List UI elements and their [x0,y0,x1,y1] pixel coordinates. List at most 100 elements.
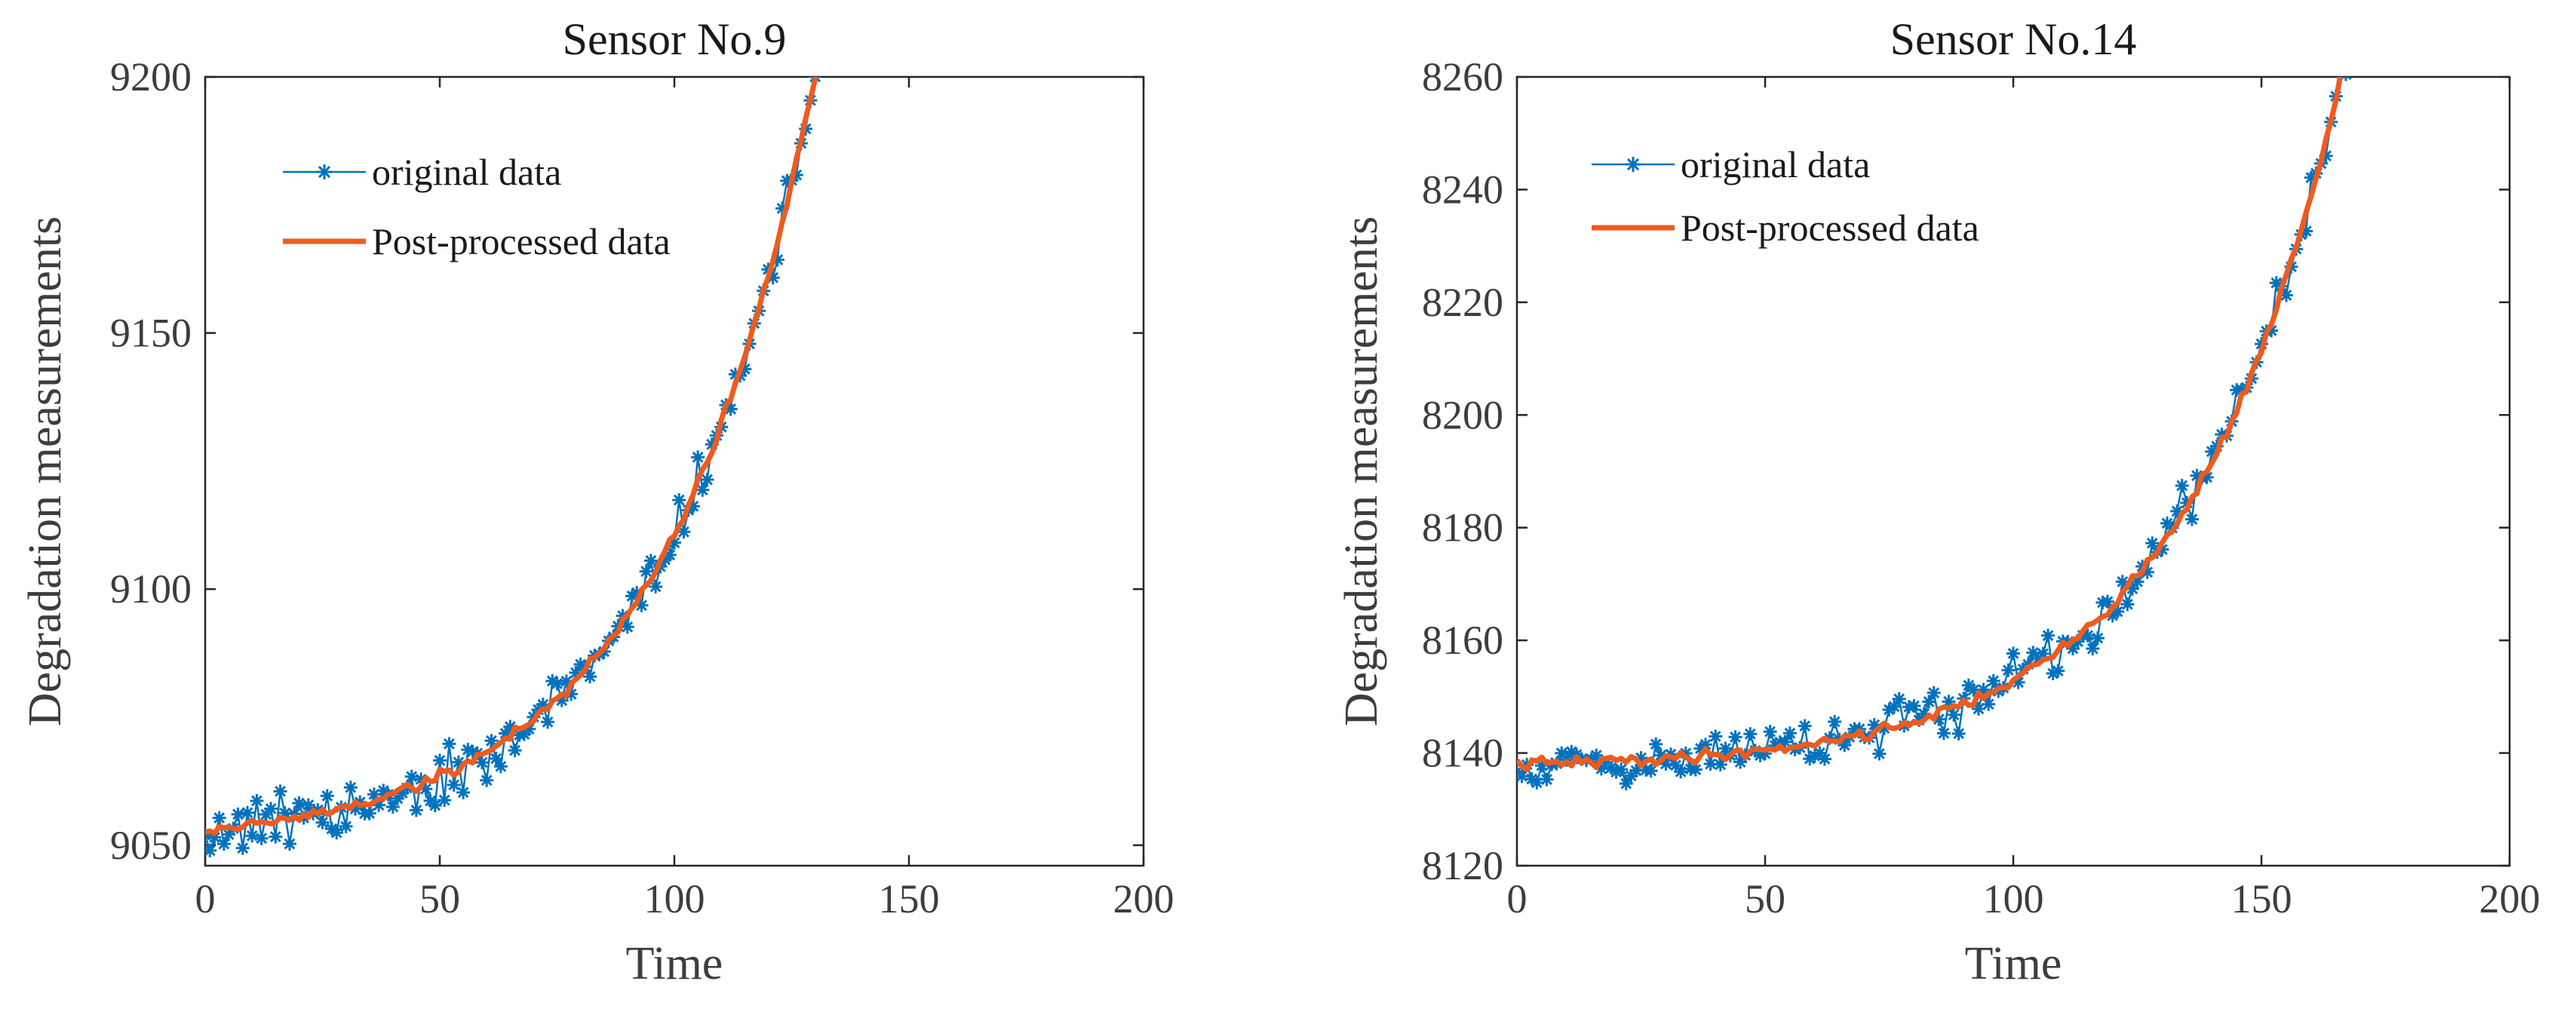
data-point-original [433,753,447,768]
data-point-original [343,780,358,795]
data-point-original [205,843,217,857]
x-tick-label: 200 [1113,876,1174,922]
data-point-original [493,759,508,774]
legend: original data Post-processed data [283,151,671,262]
x-tick-label: 50 [419,876,460,922]
data-point-original [1887,700,1902,714]
data-point-original [250,793,264,808]
data-point-original [1892,692,1906,706]
x-axis-label: Time [626,938,723,989]
data-point-original [1817,752,1831,766]
data-point-original [1828,715,1842,729]
data-point-original [1718,741,1733,756]
x-axis-label: Time [1965,938,2062,989]
data-point-original [474,756,489,770]
y-tick-label: 8260 [1422,54,1503,100]
data-point-original [320,789,334,803]
data-point-original [231,807,245,821]
legend-marker-original [1626,157,1641,172]
data-point-original [1922,695,1936,709]
data-point-original [292,796,306,811]
data-point-original [541,715,555,729]
y-tick-label: 8160 [1422,618,1503,663]
series-layer [205,0,831,857]
data-point-original [1947,707,1961,722]
plot-area [1515,75,2511,867]
data-point-original [2051,664,2065,678]
data-point-original [362,806,376,820]
y-tick-label: 9200 [110,54,192,100]
data-point-original [700,473,714,487]
data-point-original [409,803,423,817]
data-point-original [1971,701,1985,716]
data-point-original [301,798,315,812]
x-tick-label: 200 [2479,876,2541,922]
chart-title: Sensor No.9 [563,14,787,64]
data-point-original [245,829,259,843]
y-axis-label: Degradation measurements [1336,216,1387,727]
data-point-original [2001,663,2016,677]
data-point-original [1540,772,1554,787]
data-point-original [643,554,658,568]
data-point-original [583,670,597,684]
data-point-original [2175,478,2189,492]
data-point-original [1614,762,1629,777]
x-tick-label: 0 [195,876,216,922]
data-point-original [235,841,250,855]
data-point-original [404,769,419,784]
chart-sensor-14: Sensor No.14 0 50 100 150 200 8120 8140 8160 8180… [1336,14,2541,989]
series-line-post-processed [1517,77,2343,773]
data-point-original [442,737,456,751]
data-point-original [695,483,710,497]
data-point-original [1713,757,1727,771]
x-tick-label: 0 [1507,876,1527,922]
data-point-original [2041,628,2056,642]
data-point-original [1709,729,1723,744]
x-tick-label: 50 [1745,876,1785,922]
data-point-original [818,0,831,6]
series-line-post-processed [205,77,818,836]
data-point-original [672,493,686,508]
data-point-original [1907,699,1921,713]
data-point-original [1951,726,1966,741]
data-point-original [480,773,494,787]
y-tick-label: 8140 [1422,731,1503,776]
data-point-original [339,819,353,833]
data-point-original [273,784,287,799]
y-tick-label: 9100 [110,566,192,612]
chart-title: Sensor No.14 [1890,14,2137,64]
data-point-original [264,802,278,816]
legend-label-original: original data [1681,143,1870,186]
chart-sensor-9: Sensor No.9 0 50 100 150 200 9050 9100 9150 9200 T… [20,0,1174,989]
series-layer [1517,77,2352,791]
data-point-original [254,831,269,845]
data-point-original [2086,642,2100,656]
data-point-original [282,837,296,851]
data-point-original [1517,769,1529,784]
data-point-original [2090,631,2105,646]
y-tick-label: 8200 [1422,392,1503,437]
data-point-original [1982,697,1996,711]
data-point-original [1649,737,1663,751]
data-point-original [1798,719,1812,733]
data-point-original [649,579,663,593]
data-point-original [508,744,522,758]
data-point-original [550,676,564,691]
data-point-original [1872,747,1887,761]
data-point-original [330,826,344,840]
data-point-original [639,564,653,578]
x-tick-label: 150 [879,876,940,922]
legend: original data Post-processed data [1592,143,1979,249]
y-tick-label: 8120 [1422,843,1503,888]
data-point-original [620,620,634,634]
data-point-original [1728,730,1742,744]
data-point-original [1782,726,1797,741]
data-point-original [2120,597,2135,612]
data-point-original [1763,725,1777,739]
x-tick-label: 150 [2231,876,2292,922]
data-point-original [269,830,283,844]
data-point-original [447,777,461,792]
y-tick-label: 8240 [1422,167,1503,212]
legend-label-post-processed: Post-processed data [372,220,671,262]
